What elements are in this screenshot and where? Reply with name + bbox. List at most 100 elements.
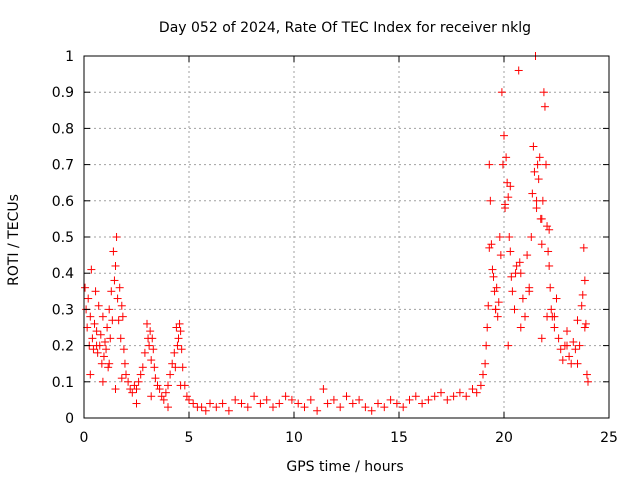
data-point bbox=[545, 225, 554, 234]
data-point bbox=[122, 370, 130, 379]
data-point bbox=[294, 399, 303, 408]
data-point bbox=[132, 385, 141, 394]
data-point bbox=[506, 182, 515, 191]
data-point bbox=[269, 403, 277, 412]
data-point bbox=[176, 381, 185, 390]
axis-ticks: 00.10.20.30.40.50.60.70.80.910 5 10 15 20 25 bbox=[52, 49, 618, 446]
data-point bbox=[256, 399, 265, 408]
data-point bbox=[495, 233, 504, 241]
data-point bbox=[185, 395, 193, 404]
data-point bbox=[544, 247, 553, 256]
data-point bbox=[489, 272, 498, 281]
data-point bbox=[521, 312, 529, 321]
data-point bbox=[84, 294, 93, 303]
data-point bbox=[107, 287, 116, 296]
data-point bbox=[481, 359, 490, 368]
data-point bbox=[411, 392, 420, 401]
data-point bbox=[92, 327, 101, 336]
data-point bbox=[146, 327, 155, 336]
data-point bbox=[582, 370, 591, 379]
data-point bbox=[206, 399, 214, 408]
data-point bbox=[157, 392, 166, 401]
data-point bbox=[361, 403, 370, 412]
y-tick-label: 0.4 bbox=[52, 266, 74, 282]
data-point bbox=[120, 359, 129, 368]
data-point bbox=[87, 265, 96, 274]
data-point bbox=[313, 406, 322, 415]
data-point bbox=[584, 377, 592, 386]
data-point bbox=[98, 377, 107, 386]
data-point bbox=[281, 392, 290, 401]
data-point bbox=[405, 395, 414, 404]
data-point bbox=[497, 88, 506, 97]
data-point bbox=[147, 392, 156, 401]
data-point bbox=[496, 251, 505, 260]
data-point bbox=[136, 370, 145, 379]
data-point bbox=[580, 276, 589, 285]
data-point bbox=[138, 363, 147, 372]
data-point bbox=[175, 319, 184, 328]
data-point bbox=[525, 287, 534, 296]
data-point bbox=[563, 327, 571, 336]
data-point bbox=[488, 265, 497, 274]
x-tick-label: 0 bbox=[80, 430, 89, 446]
data-point bbox=[507, 272, 516, 281]
data-point bbox=[511, 269, 520, 278]
data-point bbox=[88, 334, 97, 343]
data-point bbox=[543, 222, 552, 231]
data-point bbox=[486, 196, 495, 205]
data-point bbox=[494, 298, 503, 307]
data-point bbox=[90, 319, 99, 328]
data-point bbox=[573, 316, 582, 325]
data-point bbox=[483, 323, 492, 332]
data-point bbox=[504, 341, 513, 350]
data-point bbox=[508, 287, 517, 296]
data-point bbox=[151, 374, 160, 383]
data-point bbox=[392, 399, 401, 408]
data-point bbox=[449, 392, 458, 401]
data-point bbox=[556, 345, 565, 354]
data-point bbox=[529, 142, 538, 151]
data-point bbox=[275, 399, 284, 408]
data-point bbox=[540, 102, 549, 111]
data-point bbox=[528, 189, 537, 198]
data-point bbox=[374, 399, 382, 408]
data-point bbox=[498, 160, 507, 169]
data-point bbox=[430, 392, 439, 401]
data-point bbox=[492, 283, 501, 292]
data-point bbox=[98, 312, 107, 321]
data-point bbox=[506, 247, 515, 256]
data-point bbox=[579, 243, 588, 252]
data-point bbox=[336, 403, 345, 412]
data-point bbox=[86, 370, 95, 379]
data-point bbox=[148, 334, 157, 343]
data-point bbox=[501, 204, 510, 213]
data-point bbox=[462, 392, 471, 401]
data-point bbox=[532, 204, 541, 213]
data-point bbox=[113, 294, 122, 303]
data-point bbox=[580, 323, 589, 332]
data-point bbox=[189, 399, 198, 408]
data-point bbox=[159, 395, 168, 404]
data-point bbox=[537, 334, 546, 343]
y-tick-label: 0.8 bbox=[52, 121, 74, 137]
data-point bbox=[143, 319, 151, 328]
data-point bbox=[547, 305, 556, 314]
y-tick-label: 0.5 bbox=[52, 230, 74, 246]
data-point bbox=[329, 395, 338, 404]
y-axis-label: ROTI / TECUs bbox=[6, 194, 22, 286]
y-tick-label: 0.9 bbox=[52, 85, 74, 101]
data-point bbox=[493, 312, 502, 321]
data-point bbox=[537, 214, 546, 223]
data-point bbox=[504, 193, 513, 202]
data-point bbox=[114, 316, 123, 325]
data-point bbox=[112, 233, 121, 241]
data-point bbox=[115, 283, 124, 292]
data-point bbox=[323, 399, 332, 408]
data-point bbox=[530, 167, 539, 176]
data-point bbox=[558, 356, 567, 365]
data-point bbox=[542, 160, 550, 169]
data-point bbox=[91, 287, 100, 296]
